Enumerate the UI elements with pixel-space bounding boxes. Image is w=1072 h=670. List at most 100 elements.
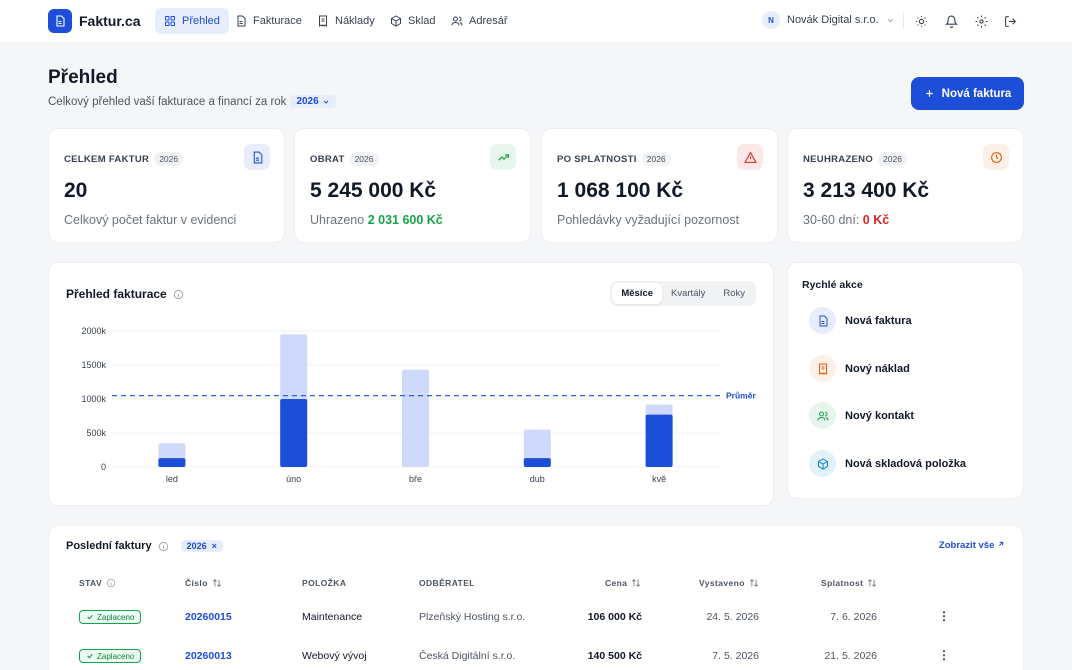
brand-name[interactable]: Faktur.ca bbox=[79, 13, 141, 29]
row-menu-icon[interactable]: ⋮ bbox=[938, 648, 950, 662]
users-icon bbox=[817, 411, 828, 421]
quick-action-icon-wrap bbox=[809, 450, 836, 477]
stat-note: Celkový počet faktur v evidenci bbox=[64, 213, 237, 227]
theme-toggle-button[interactable] bbox=[913, 13, 929, 29]
stat-card-overdue[interactable]: PO SPLATNOSTI 2026 1 068 100 Kč Pohledávk… bbox=[541, 128, 778, 243]
x-tick-label: dub bbox=[530, 474, 545, 484]
stat-card-total-invoices[interactable]: CELKEM FAKTUR 2026 20 Celkový počet faktu… bbox=[48, 128, 285, 243]
nav-item-label: Náklady bbox=[335, 15, 375, 27]
org-avatar: N bbox=[762, 11, 780, 29]
stat-card-turnover[interactable]: OBRAT 2026 5 245 000 Kč Uhrazeno 2 031 60… bbox=[294, 128, 531, 243]
users-icon bbox=[451, 16, 463, 26]
recent-invoices-card: Poslední faktury 2026 × Zobrazit vše STA… bbox=[48, 525, 1024, 670]
stat-note: Uhrazeno 2 031 600 Kč bbox=[310, 213, 443, 227]
y-tick-label: 2000k bbox=[81, 326, 106, 336]
column-header-label: Vystaveno bbox=[699, 578, 745, 588]
invoice-number-link[interactable]: 20260013 bbox=[185, 650, 232, 662]
invoice-number-link[interactable]: 20260015 bbox=[185, 611, 232, 623]
info-icon[interactable] bbox=[158, 541, 169, 552]
period-switcher: Měsíce Kvartály Roky bbox=[610, 281, 756, 306]
quick-action-icon-wrap bbox=[809, 307, 836, 334]
settings-button[interactable] bbox=[973, 13, 989, 29]
bar-series-1 bbox=[645, 414, 673, 467]
chart-title-text: Přehled fakturace bbox=[66, 287, 167, 301]
column-header-due[interactable]: Splatnost bbox=[821, 578, 877, 588]
bar-series-0 bbox=[402, 369, 429, 467]
stat-icon-wrap bbox=[490, 144, 516, 170]
stat-card-unpaid[interactable]: NEUHRAZENO 2026 3 213 400 Kč 30-60 dní: 0… bbox=[787, 128, 1024, 243]
status-badge: Zaplaceno bbox=[79, 649, 142, 663]
invoice-item: Maintenance bbox=[302, 611, 363, 623]
check-icon bbox=[87, 653, 93, 659]
box-icon bbox=[391, 15, 401, 27]
quick-action-label: Nová faktura bbox=[845, 314, 912, 327]
close-icon[interactable]: × bbox=[211, 541, 217, 551]
nav-item-adresar[interactable]: Adresář bbox=[442, 8, 517, 34]
year-chip: 2026 bbox=[349, 152, 379, 166]
year-selector[interactable]: 2026 bbox=[290, 95, 336, 108]
stat-label-text: PO SPLATNOSTI bbox=[557, 153, 637, 165]
year-chip: 2026 bbox=[878, 152, 907, 166]
stat-icon-wrap bbox=[983, 144, 1009, 170]
quick-action-new-invoice[interactable]: Nová faktura bbox=[809, 307, 912, 334]
invoice-issued-date: 7. 5. 2026 bbox=[712, 650, 759, 662]
status-badge-label: Zaplaceno bbox=[97, 651, 135, 661]
column-header-label: STAV bbox=[79, 578, 103, 588]
x-tick-label: kvě bbox=[652, 474, 666, 484]
y-tick-label: 1000k bbox=[81, 394, 106, 404]
stat-value: 1 068 100 Kč bbox=[557, 179, 684, 202]
page-subtitle-text: Celkový přehled vaší fakturace a financí… bbox=[48, 95, 287, 108]
tab-months[interactable]: Měsíce bbox=[612, 283, 663, 304]
row-menu-icon[interactable]: ⋮ bbox=[938, 609, 950, 623]
nav-item-sklad[interactable]: Sklad bbox=[381, 8, 445, 34]
billing-chart: 0 500k 1000k 1500k 2000k led úno bře dub kvě Průmě… bbox=[81, 326, 756, 484]
stat-label: CELKEM FAKTUR 2026 bbox=[64, 152, 184, 166]
bell-icon bbox=[944, 15, 958, 28]
nav-item-label: Sklad bbox=[408, 15, 436, 27]
billing-overview-card: 0 500k 1000k 1500k 2000k led úno bře dub kvě Průmě… bbox=[48, 262, 774, 506]
tab-quarters[interactable]: Kvartály bbox=[671, 288, 706, 299]
clock-icon bbox=[990, 151, 1002, 163]
bar-series-1 bbox=[158, 458, 186, 467]
warning-icon bbox=[743, 151, 757, 163]
year-chip: 2026 bbox=[154, 152, 184, 166]
brand-logo[interactable] bbox=[48, 9, 72, 33]
new-invoice-button[interactable]: Nová faktura bbox=[911, 77, 1024, 110]
quick-action-icon-wrap bbox=[809, 355, 836, 382]
sort-icon bbox=[868, 579, 877, 587]
nav-item-naklady[interactable]: Náklady bbox=[308, 8, 384, 34]
quick-action-new-contact[interactable]: Nový kontakt bbox=[809, 402, 914, 429]
notifications-button[interactable] bbox=[943, 13, 959, 29]
logout-button[interactable] bbox=[1002, 13, 1018, 29]
year-filter-chip[interactable]: 2026 × bbox=[180, 540, 223, 552]
column-header-label: Číslo bbox=[185, 578, 208, 588]
stat-label: PO SPLATNOSTI 2026 bbox=[557, 152, 671, 166]
quick-action-new-stock-item[interactable]: Nová skladová položka bbox=[809, 450, 966, 477]
nav-item-label: Přehled bbox=[182, 15, 220, 27]
organization-switcher[interactable]: N Novák Digital s.r.o. bbox=[762, 11, 895, 29]
check-icon bbox=[87, 614, 93, 620]
nav-item-fakturace[interactable]: Fakturace bbox=[226, 8, 311, 34]
stat-value: 20 bbox=[64, 179, 88, 202]
arrow-up-right-icon bbox=[998, 541, 1004, 547]
column-header-price[interactable]: Cena bbox=[605, 578, 641, 588]
invoice-item: Webový vývoj bbox=[302, 650, 367, 662]
sort-icon bbox=[749, 579, 758, 587]
recent-invoices-title-text: Poslední faktury bbox=[66, 540, 152, 552]
column-header-issued[interactable]: Vystaveno bbox=[699, 578, 759, 588]
nav-item-prehled[interactable]: Přehled bbox=[155, 8, 229, 34]
year-chip: 2026 bbox=[641, 152, 671, 166]
bar-series-1 bbox=[523, 458, 551, 467]
view-all-link[interactable]: Zobrazit vše bbox=[939, 540, 1005, 551]
quick-action-new-expense[interactable]: Nový náklad bbox=[809, 355, 910, 382]
year-filter-value: 2026 bbox=[186, 541, 207, 551]
column-header-status: STAV bbox=[79, 578, 116, 588]
stat-label-text: CELKEM FAKTUR bbox=[64, 153, 150, 165]
page-title: Přehled bbox=[48, 67, 118, 88]
tab-years[interactable]: Roky bbox=[723, 288, 745, 299]
info-icon[interactable] bbox=[173, 289, 184, 300]
info-icon[interactable] bbox=[106, 578, 116, 588]
column-header-number[interactable]: Číslo bbox=[185, 578, 222, 588]
stat-note: Pohledávky vyžadující pozornost bbox=[557, 213, 740, 227]
trending-up-icon bbox=[497, 153, 509, 161]
